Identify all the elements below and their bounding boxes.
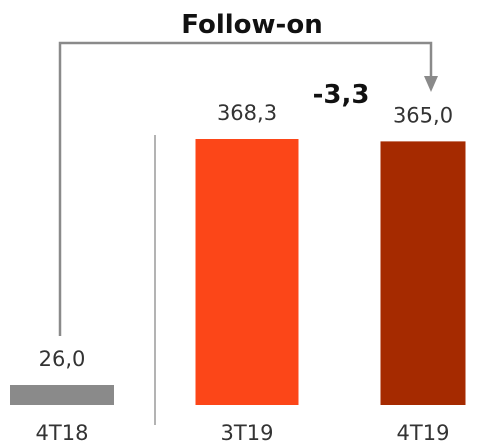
value-label-3t19: 368,3 [217,101,277,125]
value-label-4t18: 26,0 [39,347,86,371]
bars: 26,0 4T18 368,3 3T19 365,0 4T19 [10,101,466,444]
value-label-4t19: 365,0 [393,103,453,127]
bracket-arrowhead [424,76,438,92]
delta-label: -3,3 [313,80,370,110]
bar-4t19 [380,141,466,406]
bar-4t18 [10,385,114,405]
x-tick-label-3t19: 3T19 [221,421,274,444]
chart-title: Follow-on [181,10,322,40]
x-tick-label-4t18: 4T18 [36,421,89,444]
bar-3t19 [195,139,299,405]
follow-on-bracket [58,41,438,336]
x-tick-label-4t19: 4T19 [397,421,450,444]
bracket-line [58,41,433,336]
